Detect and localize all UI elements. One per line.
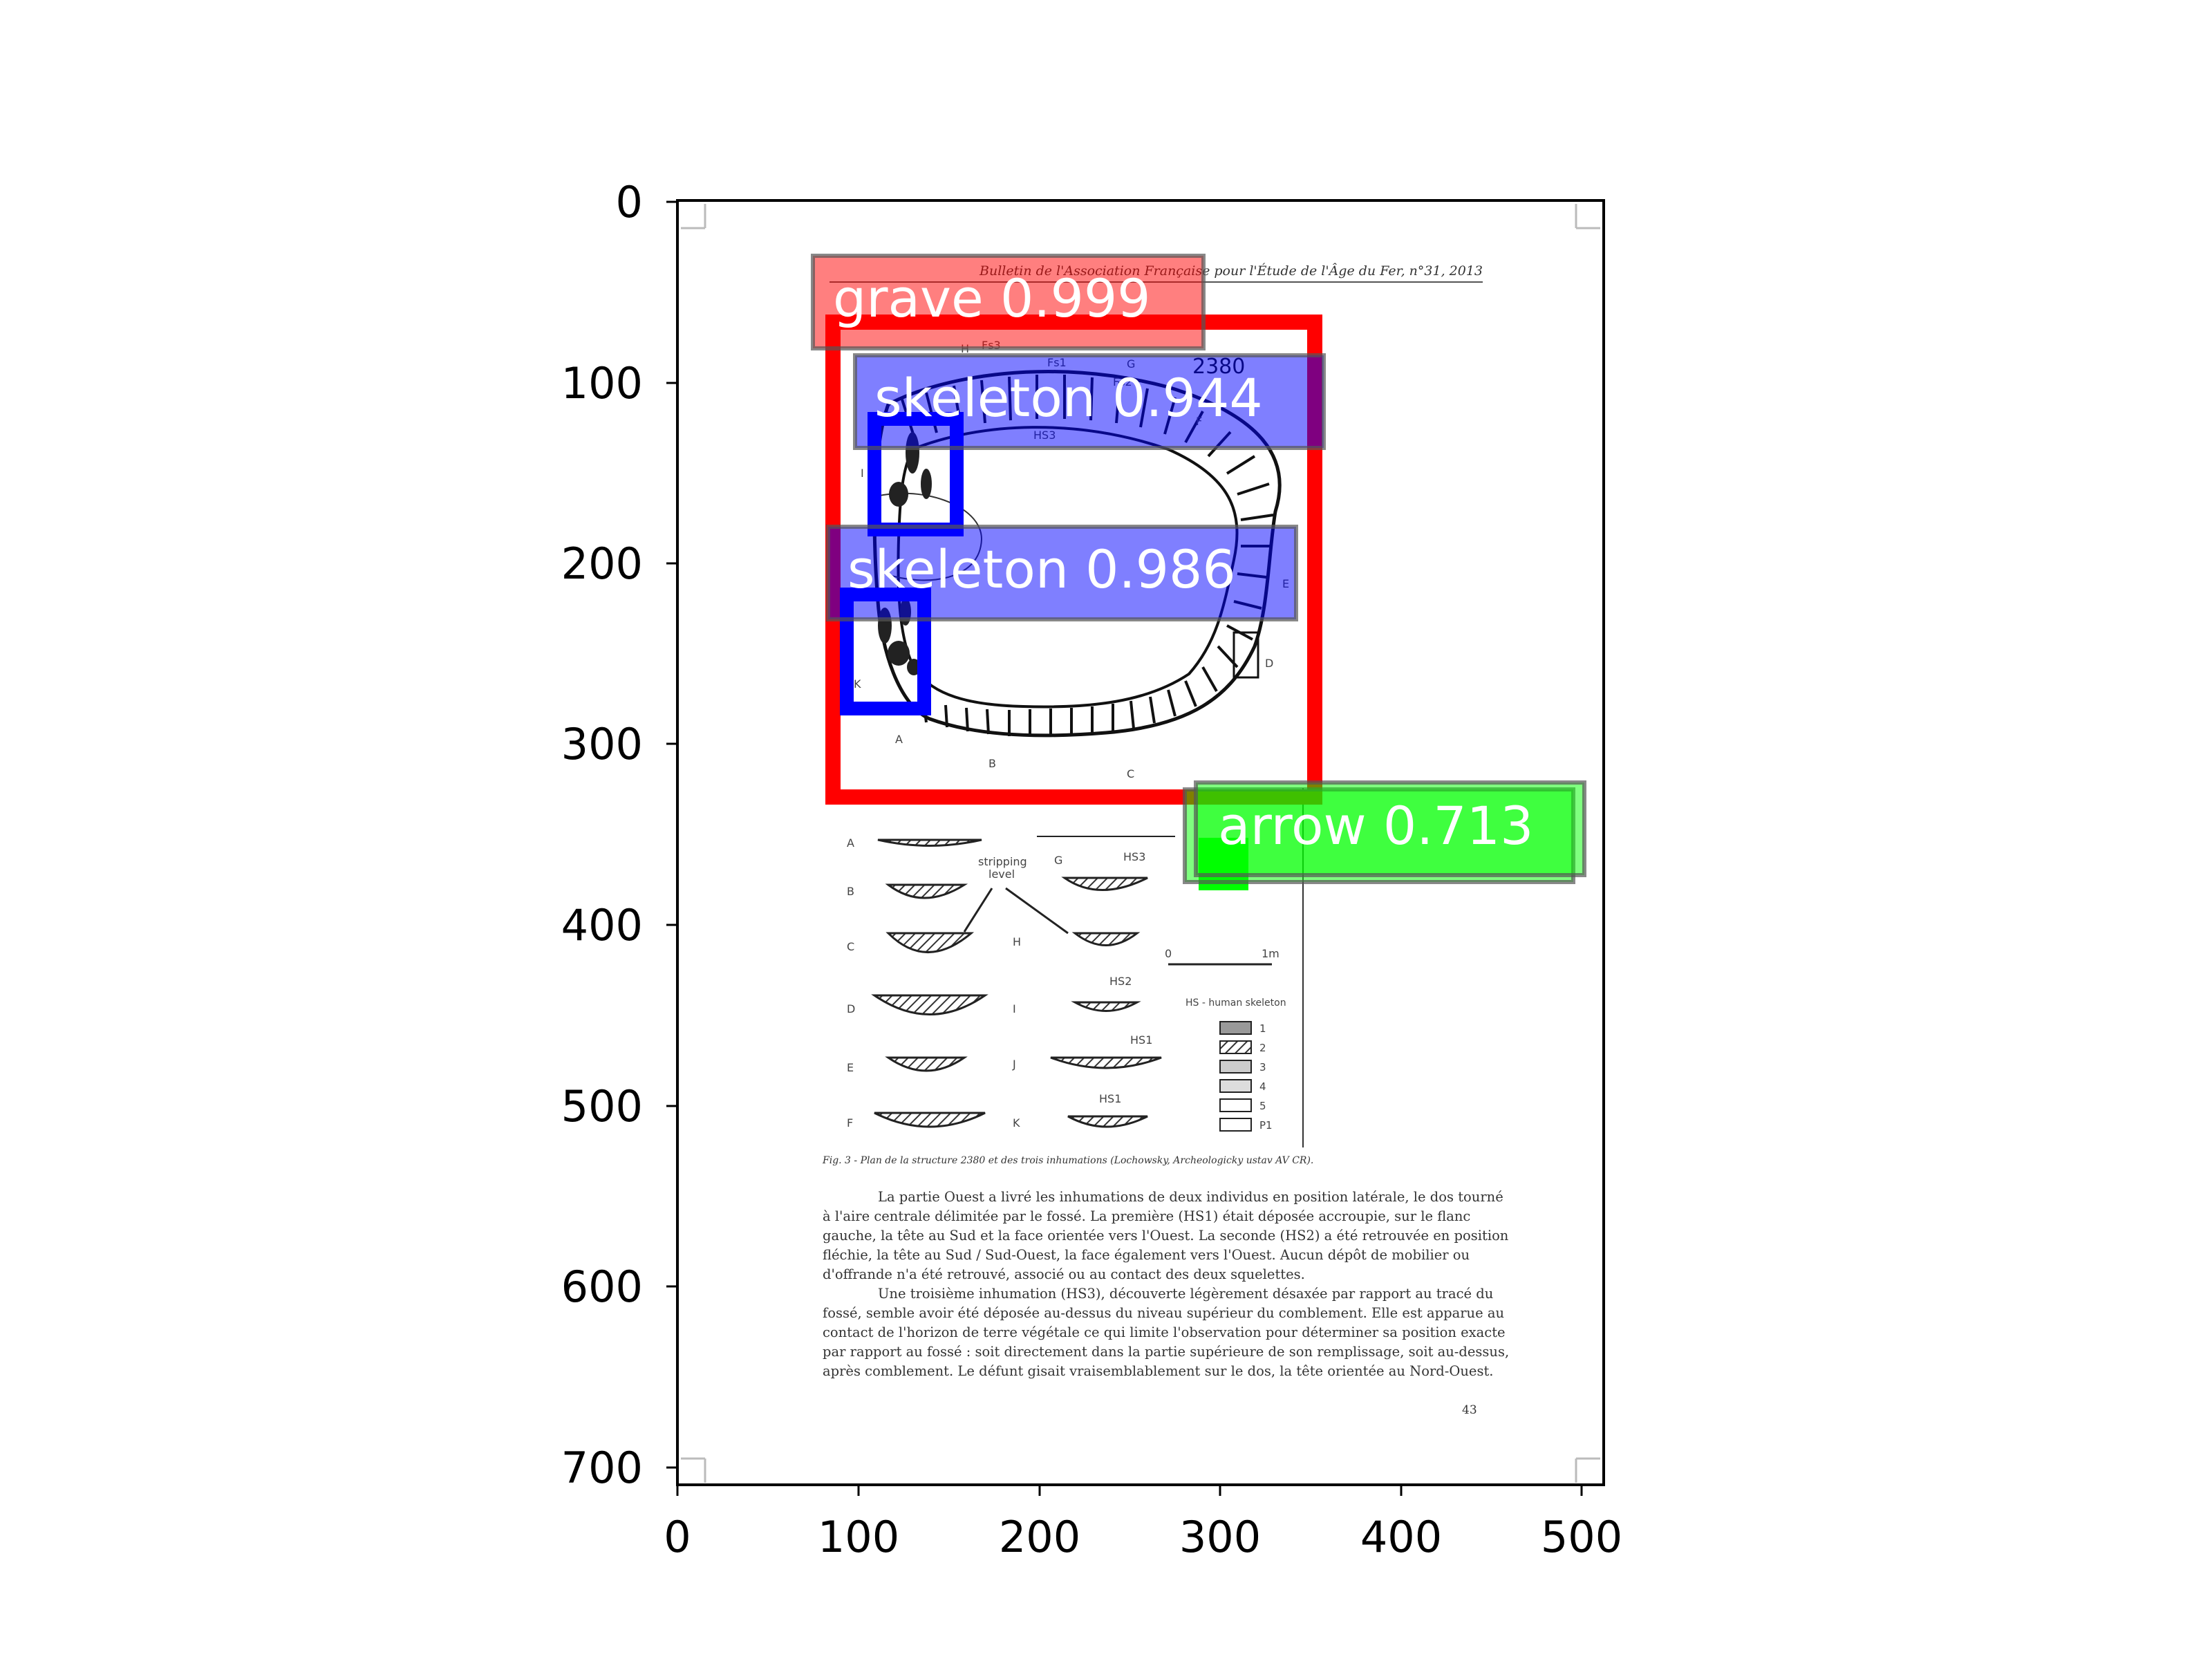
legend-item-2: 2 [1259,1042,1266,1054]
x-tick-label: 200 [999,1512,1080,1562]
y-tick-label: 400 [561,900,643,950]
stripping-label-line1: stripping [978,855,1027,868]
x-tick-label: 500 [1541,1512,1622,1562]
figure-caption: Fig. 3 - Plan de la structure 2380 et de… [822,1155,1313,1166]
body-line: La partie Ouest a livré les inhumations … [878,1189,1503,1205]
section-label-k: K [1013,1116,1020,1130]
section-label-j: J [1012,1058,1016,1071]
body-text: La partie Ouest a livré les inhumations … [823,1189,1509,1379]
detections: grave 0.999 skeleton 0.944 skeleton 0.98… [811,254,1586,890]
section-label-a: A [847,836,854,850]
body-line: gauche, la tête au Sud et la face orient… [823,1228,1509,1244]
section-hs3-label: HS3 [1123,850,1145,863]
y-tick-label: 700 [561,1443,643,1493]
y-tick-label: 200 [561,538,643,589]
section-drawings: A B C D E F G H I J K HS3 HS2 HS1 HS1 st… [847,788,1304,1147]
grave-label-bg [811,254,1206,350]
section-label-g: G [1054,854,1062,867]
plan-letter-b: B [988,757,996,770]
plan-letter-c: C [1127,767,1134,780]
legend-item-p1: P1 [1259,1119,1273,1132]
legend-swatches [1219,1021,1252,1132]
arrow-label-bg [1194,780,1586,877]
legend-item-3: 3 [1259,1061,1266,1074]
skeleton-label-bg-1 [853,353,1326,450]
x-tick-label: 100 [818,1512,899,1562]
stripping-label-line2: level [988,868,1015,881]
legend-title: HS - human skeleton [1185,997,1286,1009]
plan-letter-i: I [861,467,864,480]
y-tick-label: 0 [616,177,643,227]
grave-label: grave 0.999 [833,268,1151,329]
x-tick-label: 300 [1179,1512,1261,1562]
x-axis: 0 100 200 300 400 500 [664,1485,1622,1562]
y-tick-label: 500 [561,1081,643,1132]
plan-letter-d: D [1265,657,1273,670]
section-label-e: E [847,1061,854,1074]
skeleton-label-2: skeleton 0.986 [847,538,1236,600]
section-label-f: F [847,1116,853,1130]
section-hs1-label-2: HS1 [1099,1092,1121,1105]
legend-item-1: 1 [1259,1022,1266,1035]
plan-letter-a: A [895,733,903,746]
section-hs2-label: HS2 [1109,975,1132,988]
section-label-b: B [847,885,854,898]
y-axis: 0 100 200 300 400 500 600 700 [561,177,677,1493]
body-line: par rapport au fossé : soit directement … [823,1344,1509,1360]
section-hs1-label: HS1 [1130,1033,1152,1047]
section-label-i: I [1013,1002,1016,1015]
section-label-c: C [847,940,854,953]
body-line: d'offrande n'a été retrouvé, associé ou … [823,1266,1305,1282]
arrow-label: arrow 0.713 [1218,795,1533,856]
axes-frame [676,199,1605,1486]
x-tick-label: 0 [664,1512,691,1562]
y-tick-label: 600 [561,1262,643,1312]
x-tick-label: 400 [1360,1512,1442,1562]
body-line: fossé, semble avoir été déposée au-dessu… [823,1305,1504,1321]
body-line: à l'aire centrale délimitée par le fossé… [823,1208,1470,1224]
scale-start: 0 [1165,947,1172,960]
body-line: fléchie, la tête au Sud / Sud-Ouest, la … [823,1247,1470,1263]
plan-letter-k: K [854,677,861,691]
legend-item-4: 4 [1259,1080,1266,1093]
body-line: Une troisième inhumation (HS3), découver… [878,1286,1493,1302]
legend-item-5: 5 [1259,1100,1266,1112]
section-label-d: D [847,1002,855,1015]
page-number: 43 [1462,1403,1477,1417]
skeleton-label-1: skeleton 0.944 [874,367,1263,429]
scale-end: 1m [1262,947,1280,960]
body-line: après comblement. Le défunt gisait vrais… [823,1363,1494,1379]
section-label-h: H [1013,935,1021,948]
body-line: contact de l'horizon de terre végétale c… [823,1324,1506,1340]
skeleton-label-bg-2 [826,525,1298,621]
y-tick-label: 300 [561,719,643,769]
y-tick-label: 100 [561,358,643,409]
